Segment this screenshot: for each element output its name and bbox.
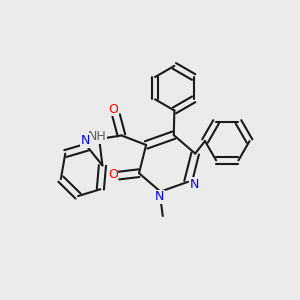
Text: O: O (108, 103, 118, 116)
Text: NH: NH (87, 130, 106, 143)
Text: O: O (108, 169, 118, 182)
Text: N: N (155, 190, 164, 203)
Text: N: N (81, 134, 91, 147)
Text: N: N (190, 178, 200, 191)
